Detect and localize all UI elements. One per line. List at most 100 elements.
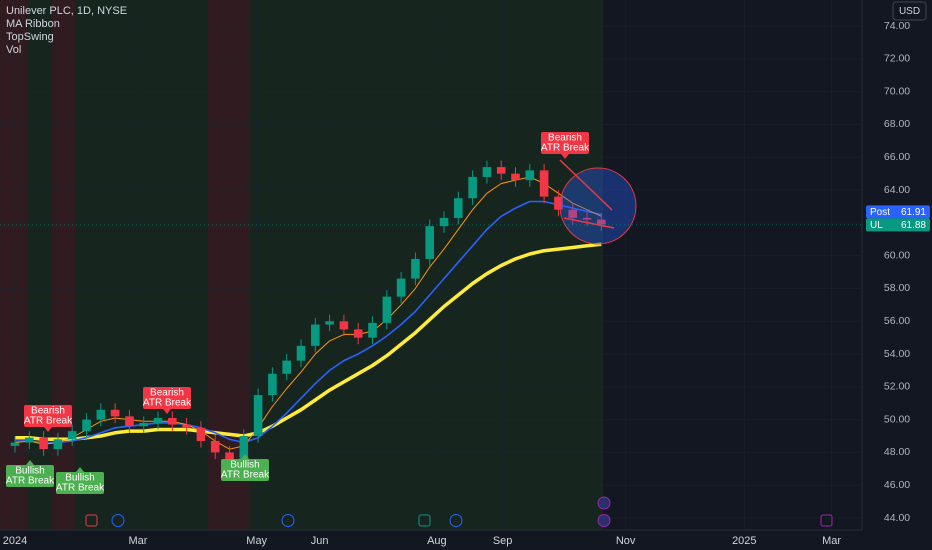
annotation-text: Bearish xyxy=(31,406,65,417)
x-tick-label: Jun xyxy=(311,535,329,547)
candle-body xyxy=(396,278,406,297)
candle-body xyxy=(382,296,392,323)
event-icon[interactable] xyxy=(449,514,463,527)
candle-body xyxy=(282,360,292,374)
candle-body xyxy=(554,196,563,210)
candle-body xyxy=(582,217,592,220)
event-icon[interactable] xyxy=(418,514,431,527)
x-tick-label: May xyxy=(246,535,267,547)
candle-body xyxy=(454,198,463,218)
annotation-box xyxy=(221,459,269,481)
indicator-name: MA Ribbon xyxy=(6,18,60,30)
annotation-text: ATR Break xyxy=(221,470,270,481)
x-tick-label: Mar xyxy=(129,535,148,547)
candle-body xyxy=(139,422,149,427)
event-icon[interactable] xyxy=(820,514,833,527)
price-label-name: UL xyxy=(870,220,883,231)
y-tick-label: 48.00 xyxy=(884,446,910,458)
y-tick-label: 46.00 xyxy=(884,479,910,491)
candle-body xyxy=(182,424,191,428)
candle-body xyxy=(125,416,134,427)
candle-body xyxy=(210,440,220,453)
event-icon[interactable] xyxy=(597,514,611,527)
x-tick-label: 2024 xyxy=(3,535,27,547)
candle-body xyxy=(268,373,277,396)
y-tick-label: 70.00 xyxy=(884,85,910,97)
y-tick-label: 44.00 xyxy=(884,512,910,524)
x-tick-label: 2025 xyxy=(732,535,756,547)
red-band xyxy=(0,0,28,530)
candle-body xyxy=(239,436,249,459)
candle-body xyxy=(168,417,177,425)
annotation-text: Bullish xyxy=(65,473,94,484)
annotation-text: Bullish xyxy=(15,466,44,477)
candle-body xyxy=(525,170,535,181)
annotation-text: Bullish xyxy=(230,460,259,471)
candle-body xyxy=(353,329,363,338)
candle-body xyxy=(482,167,492,177)
candle-body xyxy=(311,324,320,346)
candle-body xyxy=(225,452,234,459)
annotation-pointer xyxy=(561,154,569,159)
candle-body xyxy=(153,417,163,423)
red-band xyxy=(52,0,75,530)
event-icon[interactable] xyxy=(597,496,611,510)
y-tick-label: 56.00 xyxy=(884,315,910,327)
annotation-pointer xyxy=(44,427,52,432)
annotation-text: ATR Break xyxy=(143,398,192,409)
annotation-box xyxy=(24,405,72,427)
annotation-text: ATR Break xyxy=(541,143,590,154)
x-tick-label: Nov xyxy=(616,535,636,547)
candle-body xyxy=(53,439,63,450)
candle-body xyxy=(368,322,377,338)
candle-body xyxy=(296,345,306,361)
candle-body xyxy=(67,431,77,440)
ma-lines xyxy=(14,176,602,450)
annotation-text: ATR Break xyxy=(6,476,55,487)
currency-box[interactable] xyxy=(892,1,927,21)
ma-line xyxy=(14,176,602,450)
y-tick-label: 60.00 xyxy=(884,249,910,261)
y-tick-label: 50.00 xyxy=(884,413,910,425)
y-tick-label: 66.00 xyxy=(884,151,910,163)
candle-body xyxy=(411,258,420,279)
annotation-box xyxy=(56,472,104,494)
price-label-box xyxy=(866,205,930,219)
x-tick-label: Mar xyxy=(822,535,841,547)
x-tick-label: Aug xyxy=(427,535,447,547)
currency: USD xyxy=(899,6,920,17)
event-icon[interactable] xyxy=(281,514,295,527)
annotation-text: Bearish xyxy=(548,133,582,144)
candle-body xyxy=(196,427,206,441)
candle-body xyxy=(539,170,549,197)
ma-line xyxy=(15,200,602,444)
candle-body xyxy=(496,167,506,174)
candle-body xyxy=(325,321,334,325)
price-label-value: 61.88 xyxy=(901,220,926,231)
price-axis xyxy=(862,0,932,550)
candle-body xyxy=(439,217,449,227)
candle-body xyxy=(253,395,263,437)
annotation-box xyxy=(143,387,191,409)
event-icon[interactable] xyxy=(111,514,125,527)
annotation-text: Bearish xyxy=(150,388,184,399)
candle-body xyxy=(10,442,20,446)
trend-line xyxy=(563,217,615,229)
candle-body xyxy=(39,437,48,450)
candle-body xyxy=(425,226,435,259)
event-icon[interactable] xyxy=(85,514,98,527)
y-tick-label: 74.00 xyxy=(884,20,910,32)
price-label-name: Post xyxy=(870,207,890,218)
indicator-name: TopSwing xyxy=(6,31,54,43)
chart-title: Unilever PLC, 1D, NYSE xyxy=(6,5,127,17)
ma-line xyxy=(15,242,602,442)
annotation-pointer xyxy=(241,454,249,459)
candle-body xyxy=(597,219,606,225)
x-tick-label: Sep xyxy=(493,535,513,547)
y-tick-label: 54.00 xyxy=(884,348,910,360)
price-label-value: 61.91 xyxy=(901,207,926,218)
y-tick-label: 58.00 xyxy=(884,282,910,294)
y-tick-label: 52.00 xyxy=(884,381,910,393)
